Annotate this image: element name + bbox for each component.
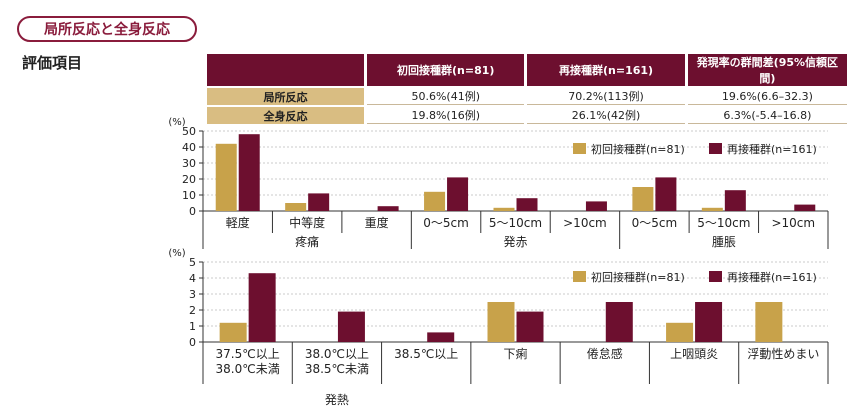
bar-series-2 — [427, 332, 455, 342]
table-cell: 26.1%(42例) — [527, 107, 685, 124]
bar-series-2 — [605, 302, 633, 342]
table-row: 全身反応 19.8%(16例) 26.1%(42例) 6.3%(-5.4–16.… — [207, 107, 847, 124]
group-label: 発赤 — [503, 235, 527, 249]
x-category-label: 0～5cm — [423, 216, 469, 230]
bar-series-1 — [487, 302, 515, 342]
bar-series-2 — [695, 302, 723, 342]
x-category-label: >10cm — [563, 216, 607, 230]
y-tick-label: 50 — [182, 125, 196, 138]
y-tick-label: 40 — [182, 141, 196, 154]
legend-label: 再接種群(n=161) — [727, 142, 817, 156]
x-category-label: 38.5℃未満 — [305, 362, 369, 376]
bar-series-2 — [794, 204, 816, 211]
legend-swatch — [709, 271, 722, 282]
legend-swatch — [573, 143, 586, 154]
y-tick-label: 2 — [189, 304, 196, 317]
bar-series-1 — [424, 191, 446, 211]
legend-label: 再接種群(n=161) — [727, 270, 817, 284]
legend-swatch — [573, 271, 586, 282]
x-category-label: >10cm — [771, 216, 815, 230]
x-category-label: 上咽頭炎 — [670, 347, 718, 361]
bar-series-1 — [285, 203, 307, 211]
bar-series-2 — [308, 193, 330, 211]
y-tick-label: 5 — [189, 256, 196, 269]
table-cell: 6.3%(-5.4–16.8) — [687, 107, 847, 124]
table-row: 局所反応 50.6%(41例) 70.2%(113例) 19.6%(6.6–32… — [207, 88, 847, 105]
y-tick-label: 20 — [182, 173, 196, 186]
x-category-label: 下痢 — [503, 346, 527, 361]
table-cell: 70.2%(113例) — [527, 88, 685, 105]
x-category-label: 浮動性めまい — [747, 347, 819, 361]
table-header-row: 初回接種群(n=81) 再接種群(n=161) 発現率の群間差(95%信頼区間) — [207, 54, 847, 86]
y-tick-label: 30 — [182, 157, 196, 170]
x-category-label: 0～5cm — [632, 216, 678, 230]
bar-series-2 — [585, 201, 607, 211]
table-cell: 50.6%(41例) — [367, 88, 525, 105]
section-title: 局所反応と全身反応 — [17, 16, 197, 42]
table-header-cell: 発現率の群間差(95%信頼区間) — [687, 54, 847, 86]
group-label: 発熱 — [325, 393, 349, 407]
bar-series-2 — [447, 177, 469, 211]
y-tick-label: 3 — [189, 288, 196, 301]
y-tick-label: 4 — [189, 272, 196, 285]
bar-series-2 — [655, 177, 677, 211]
x-category-label: 38.0℃以上 — [305, 347, 369, 361]
x-category-label: 5～10cm — [489, 216, 542, 230]
x-category-label: 38.0℃未満 — [216, 362, 280, 376]
legend-label: 初回接種群(n=81) — [591, 270, 685, 284]
x-category-label: 38.5℃以上 — [394, 347, 458, 361]
group-label: 腫脹 — [712, 235, 736, 249]
y-tick-label: 0 — [189, 336, 196, 349]
x-category-label: 中等度 — [289, 215, 325, 230]
bar-series-2 — [377, 206, 399, 211]
legend-label: 初回接種群(n=81) — [591, 142, 685, 156]
bar-series-1 — [493, 207, 515, 211]
bar-series-2 — [516, 311, 544, 342]
bar-series-2 — [724, 190, 746, 211]
evaluation-table: 初回接種群(n=81) 再接種群(n=161) 発現率の群間差(95%信頼区間)… — [204, 52, 850, 126]
group-label: 疼痛 — [295, 234, 319, 249]
local-reaction-chart: (%) 0 10 20 30 40 50 軽度 中等度 重度 0～5cm 5～10cm >10cm 0～5… — [168, 117, 829, 249]
bar-series-2 — [238, 134, 260, 211]
table-cell: 19.8%(16例) — [367, 107, 525, 124]
x-category-label: 軽度 — [226, 215, 250, 230]
x-category-label: 重度 — [365, 215, 389, 230]
section-title-text: 局所反応と全身反応 — [44, 22, 170, 38]
bar-series-1 — [219, 322, 247, 342]
table-header-blank — [207, 54, 365, 86]
bar-series-1 — [632, 187, 654, 211]
x-category-label: 5～10cm — [697, 216, 750, 230]
table-cell: 19.6%(6.6–32.3) — [687, 88, 847, 105]
y-tick-label: 1 — [189, 320, 196, 333]
bar-series-1 — [666, 322, 694, 342]
bar-series-2 — [337, 311, 365, 342]
x-category-label: 37.5℃以上 — [216, 347, 280, 361]
table-row-label: 全身反応 — [207, 107, 365, 124]
y-unit-label: (%) — [168, 248, 185, 259]
bar-series-1 — [755, 302, 783, 342]
x-category-label: 倦怠感 — [587, 346, 623, 361]
bar-series-1 — [701, 207, 723, 211]
table-header-cell: 再接種群(n=161) — [527, 54, 685, 86]
bar-series-1 — [215, 143, 237, 211]
legend-swatch — [709, 143, 722, 154]
bar-series-2 — [248, 273, 276, 342]
y-tick-label: 0 — [189, 205, 196, 218]
bar-series-2 — [516, 198, 538, 211]
evaluation-label: 評価項目 — [22, 54, 83, 72]
table-header-cell: 初回接種群(n=81) — [367, 54, 525, 86]
y-unit-label: (%) — [168, 117, 185, 128]
table-row-label: 局所反応 — [207, 88, 365, 105]
y-tick-label: 10 — [182, 189, 196, 202]
